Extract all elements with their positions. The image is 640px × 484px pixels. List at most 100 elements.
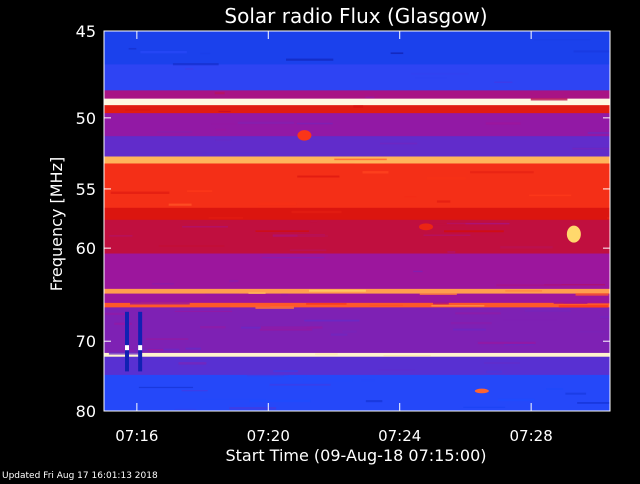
noise-streak xyxy=(606,217,610,219)
noise-streak xyxy=(505,290,543,292)
noise-streak xyxy=(572,147,610,150)
noise-streak xyxy=(187,190,213,193)
y-tick-label: 50 xyxy=(76,109,96,128)
frequency-band xyxy=(104,219,610,255)
noise-streak xyxy=(229,407,277,410)
x-axis-label: Start Time (09-Aug-18 07:15:00) xyxy=(226,446,487,465)
noise-streak xyxy=(533,39,591,41)
frequency-band xyxy=(104,302,610,308)
noise-streak xyxy=(125,109,151,111)
noise-streak xyxy=(172,63,219,66)
x-tick-label: 07:24 xyxy=(378,427,421,445)
burst-feature xyxy=(297,130,312,141)
noise-streak xyxy=(303,379,353,382)
spike-feature xyxy=(125,311,129,372)
noise-streak xyxy=(297,175,340,178)
noise-streak xyxy=(500,246,553,249)
frequency-band xyxy=(104,352,610,358)
noise-streak xyxy=(104,312,128,315)
noise-streak xyxy=(200,52,211,55)
noise-streak xyxy=(546,388,564,390)
noise-streak xyxy=(201,152,268,154)
noise-streak xyxy=(178,362,207,365)
noise-streak xyxy=(269,383,331,386)
noise-streak xyxy=(470,171,534,174)
noise-streak xyxy=(211,123,237,125)
noise-streak xyxy=(114,322,132,325)
noise-streak xyxy=(308,289,366,292)
noise-streak xyxy=(249,399,311,403)
noise-streak xyxy=(530,98,568,101)
noise-streak xyxy=(261,257,325,259)
noise-streak xyxy=(255,306,294,309)
spectrogram-texture xyxy=(104,39,610,411)
noise-streak xyxy=(248,292,266,294)
noise-streak xyxy=(110,300,141,303)
frequency-band xyxy=(104,113,610,137)
spike-highlight xyxy=(125,345,129,351)
y-tick-label: 80 xyxy=(76,402,96,421)
y-axis-label: Frequency [MHz] xyxy=(47,157,66,291)
noise-streak xyxy=(494,81,513,83)
noise-streak xyxy=(168,203,192,206)
noise-streak xyxy=(229,279,239,283)
x-tick-label: 07:16 xyxy=(115,427,158,445)
noise-streak xyxy=(182,226,228,228)
noise-streak xyxy=(365,96,375,99)
noise-streak xyxy=(450,322,492,325)
burst-feature xyxy=(566,225,581,243)
frequency-band xyxy=(104,207,610,221)
noise-streak xyxy=(453,328,486,331)
noise-streak xyxy=(379,142,418,145)
noise-streak xyxy=(185,347,202,350)
noise-streak xyxy=(128,47,137,50)
noise-streak xyxy=(410,300,450,302)
frequency-band xyxy=(104,98,610,106)
noise-streak xyxy=(205,293,240,296)
noise-streak xyxy=(558,305,609,308)
noise-streak xyxy=(215,128,226,131)
noise-streak xyxy=(247,375,289,377)
noise-streak xyxy=(259,328,313,331)
noise-streak xyxy=(283,375,307,378)
noise-streak xyxy=(426,177,466,180)
noise-streak xyxy=(444,230,504,233)
x-tick-label: 07:28 xyxy=(510,427,553,445)
noise-streak xyxy=(436,200,451,203)
x-tick-label: 07:20 xyxy=(247,427,290,445)
y-axis: 45 50 55 60 70 80 xyxy=(76,22,610,421)
frequency-band xyxy=(104,374,610,411)
noise-streak xyxy=(330,333,348,336)
noise-streak xyxy=(138,386,194,389)
footer-updated: Updated Fri Aug 17 16:01:13 2018 xyxy=(2,471,158,480)
noise-streak xyxy=(455,312,501,315)
noise-streak xyxy=(140,50,187,54)
noise-streak xyxy=(342,330,357,333)
radio-features xyxy=(125,130,581,394)
noise-streak xyxy=(286,58,334,61)
noise-streak xyxy=(360,379,375,382)
noise-streak xyxy=(174,310,233,312)
noise-streak xyxy=(378,369,416,371)
noise-streak xyxy=(463,406,506,408)
noise-streak xyxy=(600,316,610,319)
noise-streak xyxy=(390,52,404,55)
noise-streak xyxy=(129,302,190,305)
frequency-band xyxy=(104,105,610,114)
noise-streak xyxy=(496,284,562,287)
noise-streak xyxy=(156,131,193,133)
noise-streak xyxy=(185,68,194,70)
noise-streak xyxy=(296,122,333,125)
noise-streak xyxy=(215,139,232,142)
noise-streak xyxy=(365,400,383,403)
frequency-band xyxy=(104,136,610,158)
frequency-band xyxy=(104,307,610,354)
frequency-band xyxy=(104,64,610,91)
noise-streak xyxy=(369,304,403,307)
noise-streak xyxy=(573,50,610,53)
frequency-band xyxy=(104,90,610,100)
noise-streak xyxy=(260,326,323,329)
noise-streak xyxy=(477,341,536,345)
frequency-band xyxy=(104,163,610,209)
burst-feature xyxy=(474,388,489,394)
